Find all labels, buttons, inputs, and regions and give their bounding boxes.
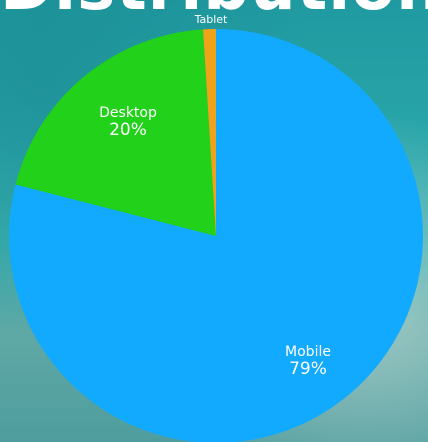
pie-slice-desktop [15,29,217,237]
pie-slices [9,29,423,442]
pie-slice-tablet [203,29,216,236]
slice-label-desktop: Desktop [99,105,157,121]
slice-value-mobile: 79% [289,359,327,379]
slice-label-tablet: Tablet [194,13,228,26]
chart-title: Distribution [0,0,428,20]
pie-slice-mobile [9,29,423,442]
slice-label-mobile: Mobile [285,344,331,360]
slice-value-desktop: 20% [109,120,147,140]
